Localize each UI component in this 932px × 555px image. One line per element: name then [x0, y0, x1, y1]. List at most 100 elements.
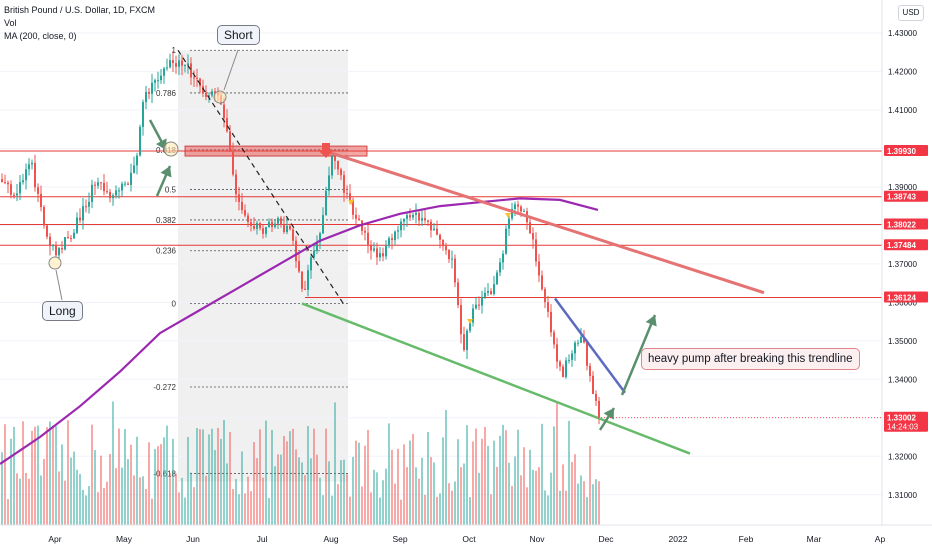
short-callout-pointer — [223, 49, 239, 91]
volume-bar — [274, 466, 276, 525]
arrow-up-green-head — [160, 166, 172, 178]
volume-bar — [271, 429, 273, 525]
candle-body — [556, 344, 558, 362]
volume-bar — [346, 474, 348, 525]
volume-bar — [25, 472, 27, 525]
candle-body — [130, 172, 132, 185]
volume-bar — [586, 497, 588, 525]
volume-bar — [37, 425, 39, 525]
volume-bar — [46, 427, 48, 525]
candle-body — [463, 334, 465, 351]
candle-body — [535, 239, 537, 262]
price-badge — [884, 291, 928, 303]
volume-bar — [388, 423, 390, 525]
volume-bar — [190, 472, 192, 525]
volume-bar — [142, 476, 144, 525]
candle-body — [580, 336, 582, 343]
volume-bar — [256, 458, 258, 525]
volume-bar — [439, 493, 441, 525]
x-tick-label: Aug — [323, 534, 338, 544]
candle-body — [436, 228, 438, 235]
fib-level-label: 0.5 — [165, 186, 177, 195]
candle-body — [85, 206, 87, 208]
candle-body — [7, 182, 9, 185]
volume-bar — [217, 427, 219, 525]
volume-bar — [319, 477, 321, 525]
volume-bar — [109, 454, 111, 525]
volume-bar — [91, 424, 93, 525]
candle-body — [256, 223, 258, 229]
volume-bar — [64, 480, 66, 525]
volume-bar — [226, 463, 228, 525]
candle-body — [433, 228, 435, 231]
volume-bar — [250, 491, 252, 525]
volume-bar — [88, 486, 90, 525]
candle-body — [148, 91, 150, 94]
candle-body — [499, 262, 501, 273]
candle-body — [19, 182, 21, 194]
candle-body — [337, 160, 339, 170]
candle-body — [373, 248, 375, 251]
volume-bar — [31, 430, 33, 525]
candle-body — [508, 218, 510, 229]
volume-bar — [94, 450, 96, 525]
candle-body — [118, 190, 120, 192]
candle-body — [271, 221, 273, 228]
candle-body — [298, 261, 300, 272]
candle-body — [208, 95, 210, 97]
candle-body — [97, 182, 99, 186]
candle-body — [577, 342, 579, 344]
volume-bar — [85, 495, 87, 525]
currency-button[interactable]: USD — [898, 5, 924, 21]
volume-bar — [175, 473, 177, 525]
volume-bar — [364, 445, 366, 525]
candle-body — [529, 222, 531, 234]
price-badge-label: 1.37484 — [887, 241, 916, 250]
volume-bar — [121, 467, 123, 525]
volume-bar — [49, 421, 51, 525]
volume-bar — [136, 436, 138, 525]
volume-bar — [484, 426, 486, 525]
candle-body — [586, 342, 588, 366]
volume-bar — [241, 451, 243, 525]
price-badge-label: 1.33002 — [887, 414, 916, 423]
candle-body — [37, 187, 39, 194]
candle-body — [397, 230, 399, 232]
candle-body — [301, 271, 303, 289]
red-down-arrow-marker — [318, 143, 334, 158]
volume-bar — [340, 460, 342, 525]
candle-body — [571, 353, 573, 360]
candle-body — [469, 322, 471, 331]
candle-body — [424, 218, 426, 221]
volume-bar — [424, 494, 426, 525]
volume-bar — [232, 489, 234, 525]
candle-body — [592, 375, 594, 395]
candle-body — [313, 250, 315, 258]
candle-body — [478, 304, 480, 306]
y-tick-label: 1.32000 — [888, 452, 917, 461]
volume-bar — [535, 470, 537, 525]
candle-body — [496, 272, 498, 285]
chart-legend: British Pound / U.S. Dollar, 1D, FXCM Vo… — [4, 4, 155, 43]
candle-body — [454, 258, 456, 283]
volume-bar — [19, 478, 21, 525]
volume-bar — [301, 462, 303, 525]
candle-body — [232, 151, 234, 175]
volume-bar — [295, 449, 297, 525]
volume-label: Vol — [4, 18, 17, 28]
volume-bar — [532, 469, 534, 525]
volume-bar — [28, 478, 30, 525]
candle-body — [322, 215, 324, 234]
x-tick-label: Mar — [807, 534, 822, 544]
x-tick-label: 2022 — [669, 534, 688, 544]
candle-body — [565, 360, 567, 377]
yellow-marker — [348, 200, 354, 205]
volume-bar — [538, 467, 540, 525]
x-tick-label: Jul — [257, 534, 268, 544]
candle-body — [364, 230, 366, 233]
volume-bar — [571, 461, 573, 525]
price-badge — [884, 411, 928, 432]
candle-body — [100, 182, 102, 184]
